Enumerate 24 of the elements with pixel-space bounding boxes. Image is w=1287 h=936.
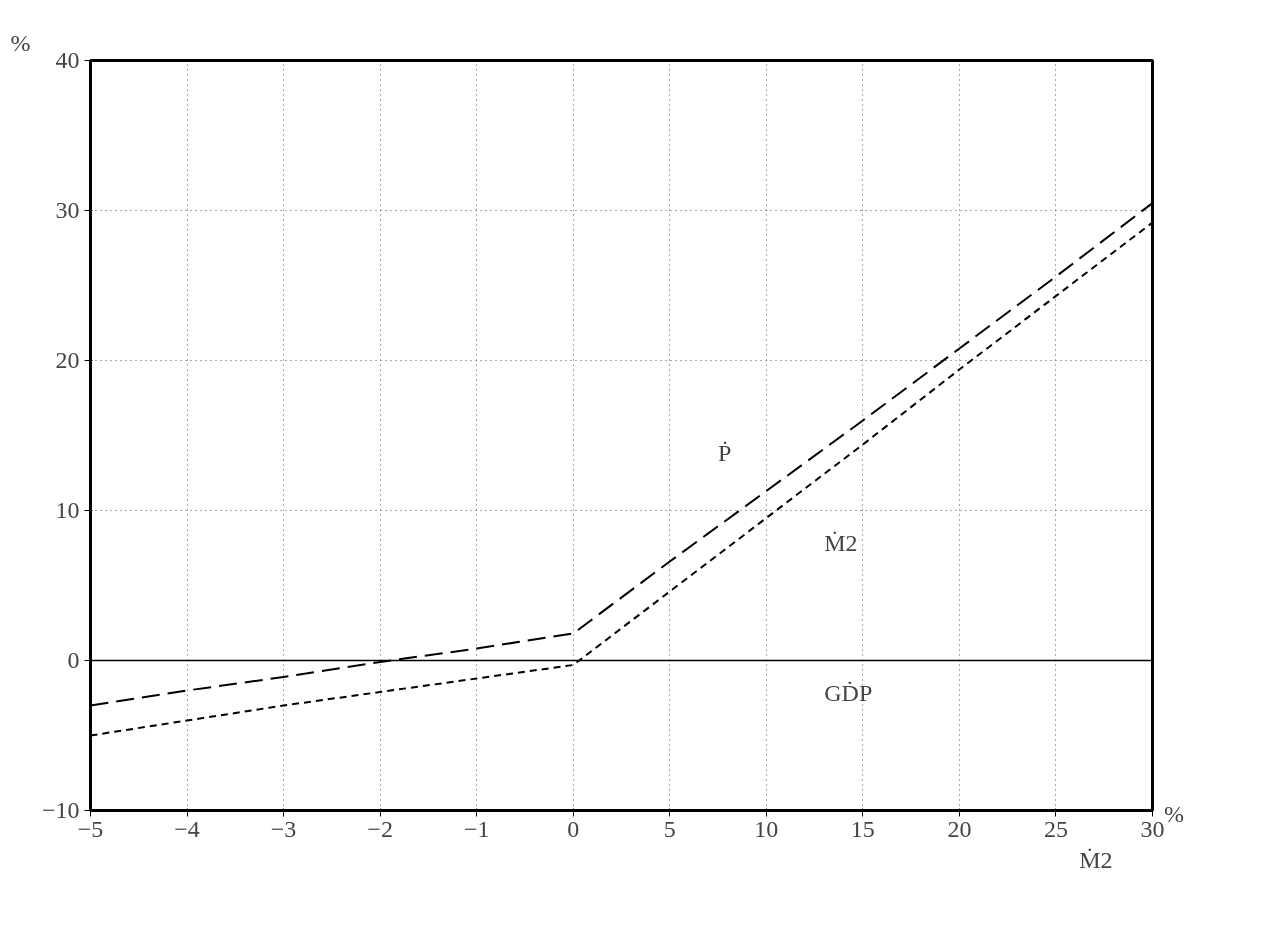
x-tick-label: 25	[1043, 815, 1068, 842]
y-tick-label: 30	[55, 197, 80, 223]
y-tick-label: 10	[55, 497, 80, 523]
x-tick-label: 20	[947, 815, 972, 842]
y-axis-title: %	[10, 29, 31, 56]
y-tick-label: 40	[55, 47, 80, 73]
y-tick-label: 20	[55, 347, 80, 373]
annotation: Ṁ2	[824, 529, 858, 556]
annotation: GḊP	[824, 679, 873, 706]
x-tick-label: −5	[77, 815, 104, 842]
y-tick-label: −10	[41, 797, 80, 823]
x-tick-label: 10	[754, 815, 779, 842]
x-tick-label: −3	[270, 815, 297, 842]
x-tick-label: −4	[174, 815, 200, 842]
x-tick-label: −1	[463, 815, 490, 842]
y-tick-label: 0	[67, 647, 80, 673]
x-tick-label: −2	[367, 815, 393, 842]
text: %	[1164, 800, 1184, 829]
x-tick-label: 30	[1140, 815, 1165, 842]
x-axis-title: Ṁ2	[1079, 846, 1113, 873]
x-tick-label: 5	[663, 815, 676, 842]
annotation: Ṗ	[718, 439, 732, 466]
x-tick-label: 0	[567, 815, 580, 842]
x-tick-label: 15	[850, 815, 875, 842]
